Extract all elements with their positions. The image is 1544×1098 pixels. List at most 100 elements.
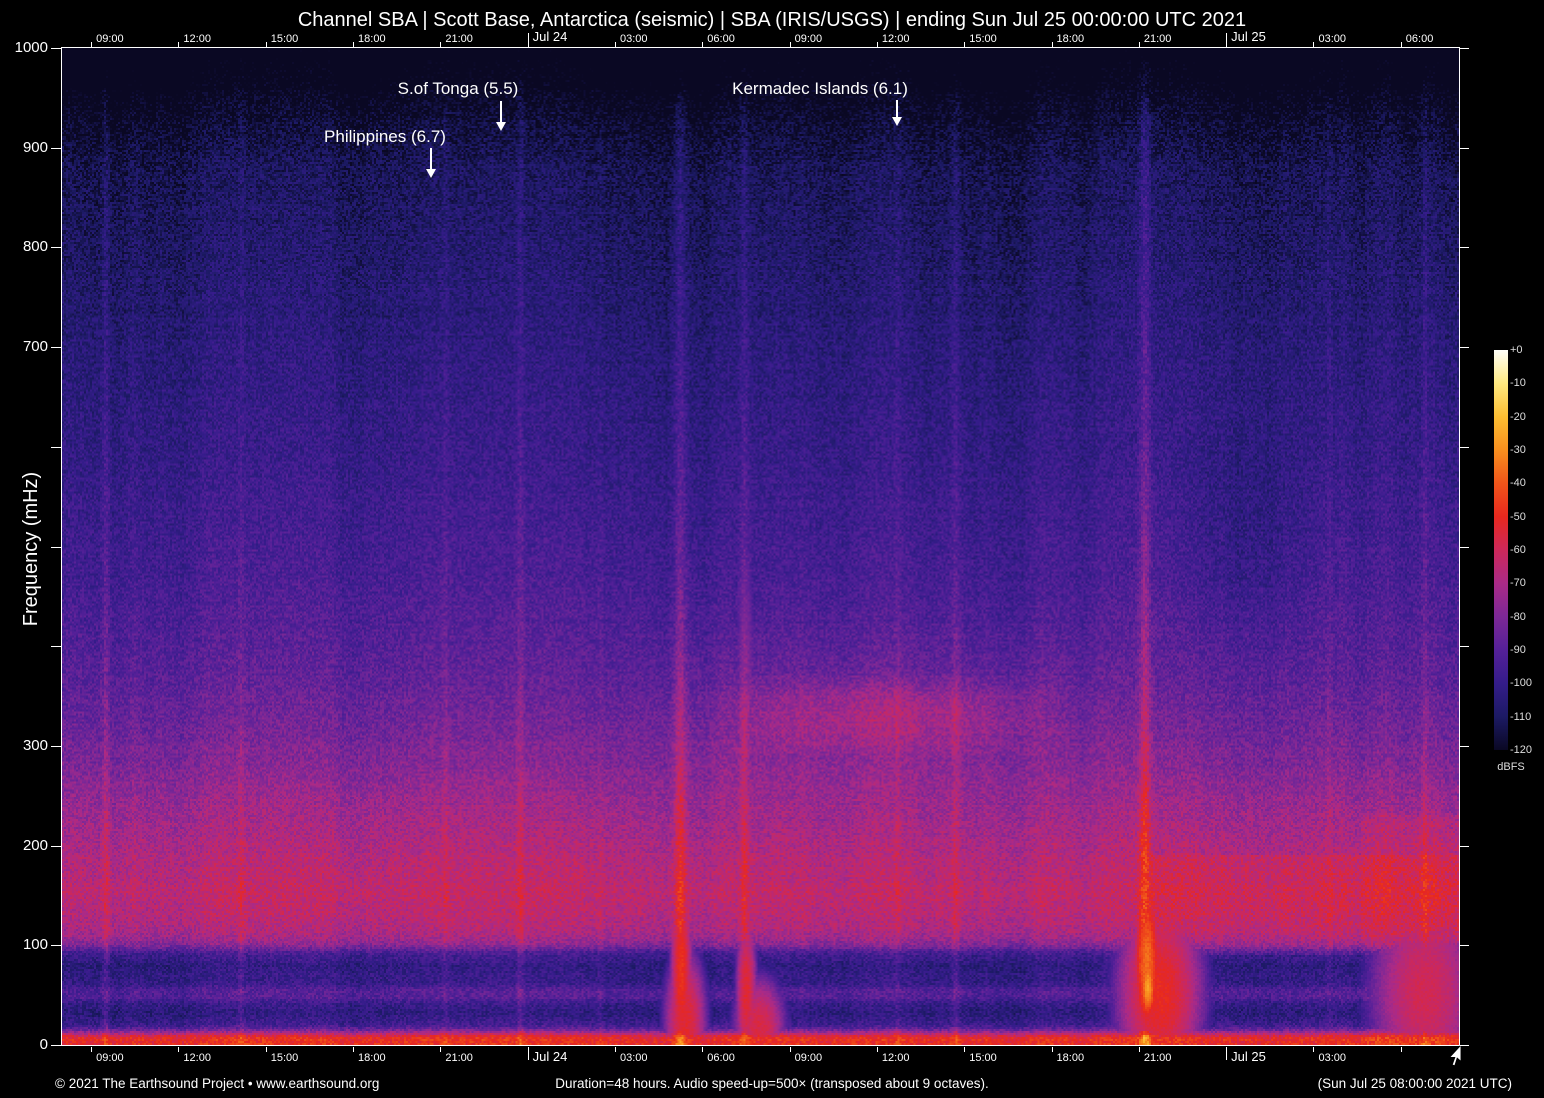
y-tick-right [1460,546,1469,548]
time-tick-top [1138,42,1140,47]
time-tick-top [1051,42,1053,47]
colorbar-label: -90 [1510,644,1526,656]
x-axis-label-top: 21:00 [445,33,473,45]
y-axis-label: 300 [22,736,48,754]
event-label: S.of Tonga (5.5) [397,79,519,98]
x-axis-label-top: 03:00 [1318,33,1346,45]
time-tick-bottom [178,1047,180,1052]
spectrogram-plot [61,47,1460,1046]
time-tick-bottom [964,1047,966,1052]
colorbar-units-label: dBFS [1497,761,1525,773]
time-tick-top [178,42,180,47]
colorbar-label: -110 [1510,710,1532,723]
x-axis-label-top: 09:00 [794,33,823,45]
event-label: Kermadec Islands (6.1) [732,79,908,98]
footer-duration: Duration=48 hours. Audio speed-up=500× (… [555,1076,989,1091]
x-axis-label-top: 06:00 [1405,33,1434,45]
x-axis-label-bottom: 21:00 [445,1052,473,1064]
y-tick-right [1460,446,1469,448]
x-axis-label-top: 12:00 [881,33,910,45]
time-tick-bottom [440,1047,442,1052]
colorbar-gradient [1494,350,1508,750]
x-axis-label-top: 09:00 [96,33,124,45]
time-tick-bottom [1138,1047,1140,1052]
colorbar-label: -100 [1510,677,1533,690]
down-arrow-icon [892,100,902,126]
x-axis-label-bottom: 18:00 [358,1052,386,1064]
time-tick-top [1313,42,1315,47]
time-tick-top [789,42,791,47]
colorbar-label: -40 [1510,477,1526,490]
time-tick-bottom [614,1047,616,1052]
x-axis-label-bottom: 06:00 [707,1052,735,1064]
y-tick-right [1460,745,1469,747]
time-tick-top [91,42,93,47]
y-tick-left [51,646,62,648]
down-arrow-icon [496,101,506,131]
spectrogram-canvas [62,48,1459,1045]
date-tick-bottom [1226,1047,1228,1060]
time-tick-top [265,42,267,47]
event-label: Philippines (6.7) [324,127,446,146]
y-axis-label: 0 [39,1036,48,1053]
y-tick-right [1460,48,1469,49]
time-tick-bottom [1400,1047,1402,1052]
y-tick-right [1460,347,1469,349]
x-axis-label-top: 18:00 [1056,33,1085,45]
y-tick-left [51,247,62,249]
x-axis-label-bottom: 09:00 [794,1052,823,1064]
y-tick-right [1460,147,1469,149]
date-tick-bottom [527,1047,529,1060]
x-axis-label-bottom: 12:00 [183,1052,211,1064]
x-axis-label-bottom: 12:00 [881,1052,910,1064]
y-axis-label: 200 [22,836,48,854]
time-tick-bottom [1051,1047,1053,1052]
y-tick-right [1460,247,1469,249]
colorbar-label: -70 [1510,577,1526,590]
colorbar-label: -80 [1510,610,1526,623]
y-tick-left [51,48,62,49]
x-axis-label-top: 03:00 [619,33,648,45]
x-axis-label-bottom: 15:00 [969,1052,997,1064]
date-tick-top [1226,33,1228,47]
x-axis-label-bottom: Jul 25 [1231,1049,1266,1064]
time-tick-top [1400,42,1402,47]
x-axis-label-bottom: 18:00 [1056,1052,1085,1064]
time-tick-top [440,42,442,47]
time-tick-top [702,42,704,47]
y-tick-right [1460,945,1469,947]
y-axis-title: Frequency (mHz) [20,471,42,627]
y-tick-left [51,845,62,847]
x-axis-label-top: 18:00 [358,33,386,45]
time-tick-top [614,42,616,47]
y-axis-label: 900 [22,138,48,156]
y-tick-left [51,546,62,548]
y-tick-left [51,446,62,448]
time-tick-bottom [789,1047,791,1052]
x-axis-label-bottom: 15:00 [270,1052,299,1064]
y-axis-label: 100 [22,936,48,954]
time-tick-top [353,42,355,47]
x-axis-label-top: Jul 25 [1231,29,1266,44]
x-axis-label-top: Jul 24 [532,29,568,44]
time-tick-bottom [876,1047,878,1052]
y-axis-label: 1000 [14,39,48,56]
y-tick-right [1460,646,1469,648]
x-axis-label-top: 06:00 [707,33,735,45]
footer-end-timestamp: (Sun Jul 25 08:00:00 2021 UTC) [1317,1076,1512,1091]
time-tick-bottom [702,1047,704,1052]
mouse-cursor [1448,1043,1462,1067]
colorbar-label: +0 [1510,344,1523,356]
time-tick-bottom [265,1047,267,1052]
colorbar-label: -10 [1510,377,1526,390]
colorbar-label: -120 [1510,744,1533,756]
y-tick-left [51,945,62,947]
time-tick-top [964,42,966,47]
time-tick-top [876,42,878,47]
x-axis-label-top: 15:00 [270,33,299,45]
y-tick-right [1460,1045,1469,1046]
colorbar-label: -60 [1510,544,1526,556]
y-tick-right [1460,845,1469,847]
x-axis-label-top: 12:00 [183,33,211,45]
